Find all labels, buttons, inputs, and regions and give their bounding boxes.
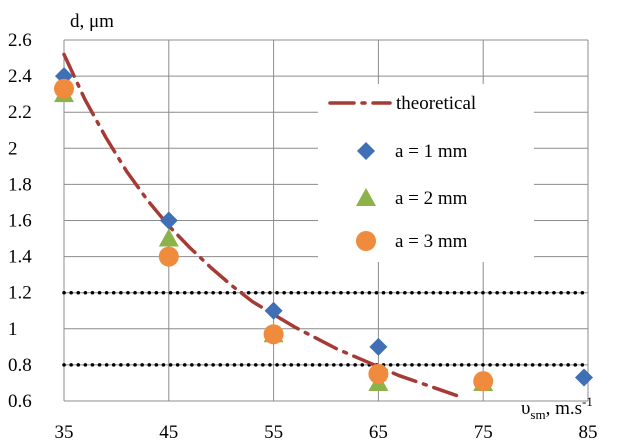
diamond-marker-a-1-mm	[575, 368, 593, 387]
y-tick-label: 0.6	[8, 391, 32, 412]
legend-label: a = 3 mm	[395, 231, 468, 252]
circle-marker-a-3-mm	[473, 371, 494, 392]
y-tick-label: 0.8	[8, 355, 32, 376]
y-tick-label: 2.4	[8, 66, 32, 87]
x-tick-label: 75	[474, 422, 493, 443]
x-axis-symbol: υ	[521, 398, 530, 419]
x-tick-label: 85	[579, 422, 598, 443]
tick-labels: 0.6 0.8 1 1.2 1.4 1.6 1.8 2 2.2 2.4 2.6 35 45 55 65 75 8…	[8, 30, 598, 443]
legend-circle-key	[356, 231, 376, 251]
circle-marker-a-3-mm	[263, 324, 284, 345]
y-tick-label: 1.4	[8, 247, 32, 268]
circle-marker-a-3-mm	[368, 363, 389, 384]
y-axis-title: d, μm	[70, 11, 114, 32]
legend-label: a = 1 mm	[395, 141, 468, 162]
x-tick-label: 45	[159, 422, 178, 443]
diamond-marker-a-1-mm	[159, 211, 178, 230]
legend-triangle-key	[356, 188, 376, 206]
diamond-marker-a-1-mm	[264, 301, 283, 320]
y-tick-label: 1.2	[8, 283, 32, 304]
y-tick-label: 1	[8, 319, 18, 340]
x-tick-label: 35	[55, 422, 74, 443]
y-tick-label: 2.6	[8, 30, 32, 51]
marker-series	[54, 67, 593, 392]
x-axis-subscript: sm	[530, 407, 545, 422]
y-tick-label: 2	[8, 138, 18, 159]
x-axis-unit: , m.s	[546, 398, 582, 419]
legend: theoretical a = 1 mm a = 2 mm a = 3 mm	[318, 84, 534, 262]
x-axis-title: υsm, m.s-1	[521, 394, 593, 422]
circle-marker-a-3-mm	[158, 246, 179, 267]
legend-background	[318, 84, 534, 262]
y-tick-label: 2.2	[8, 102, 32, 123]
triangle-marker-a-2-mm	[158, 228, 179, 247]
x-tick-label: 55	[264, 422, 283, 443]
theoretical-line-series	[62, 52, 464, 400]
y-tick-label: 1.8	[8, 174, 32, 195]
x-tick-label: 65	[369, 422, 388, 443]
diamond-marker-a-1-mm	[369, 337, 388, 356]
legend-label: theoretical	[396, 93, 476, 114]
legend-diamond-key	[357, 142, 375, 160]
x-axis-exponent: -1	[582, 394, 593, 409]
theoretical-line	[62, 52, 464, 400]
legend-label: a = 2 mm	[395, 188, 468, 209]
reference-lines	[62, 290, 590, 367]
circle-marker-a-3-mm	[54, 78, 74, 99]
y-tick-label: 1.6	[8, 211, 32, 232]
